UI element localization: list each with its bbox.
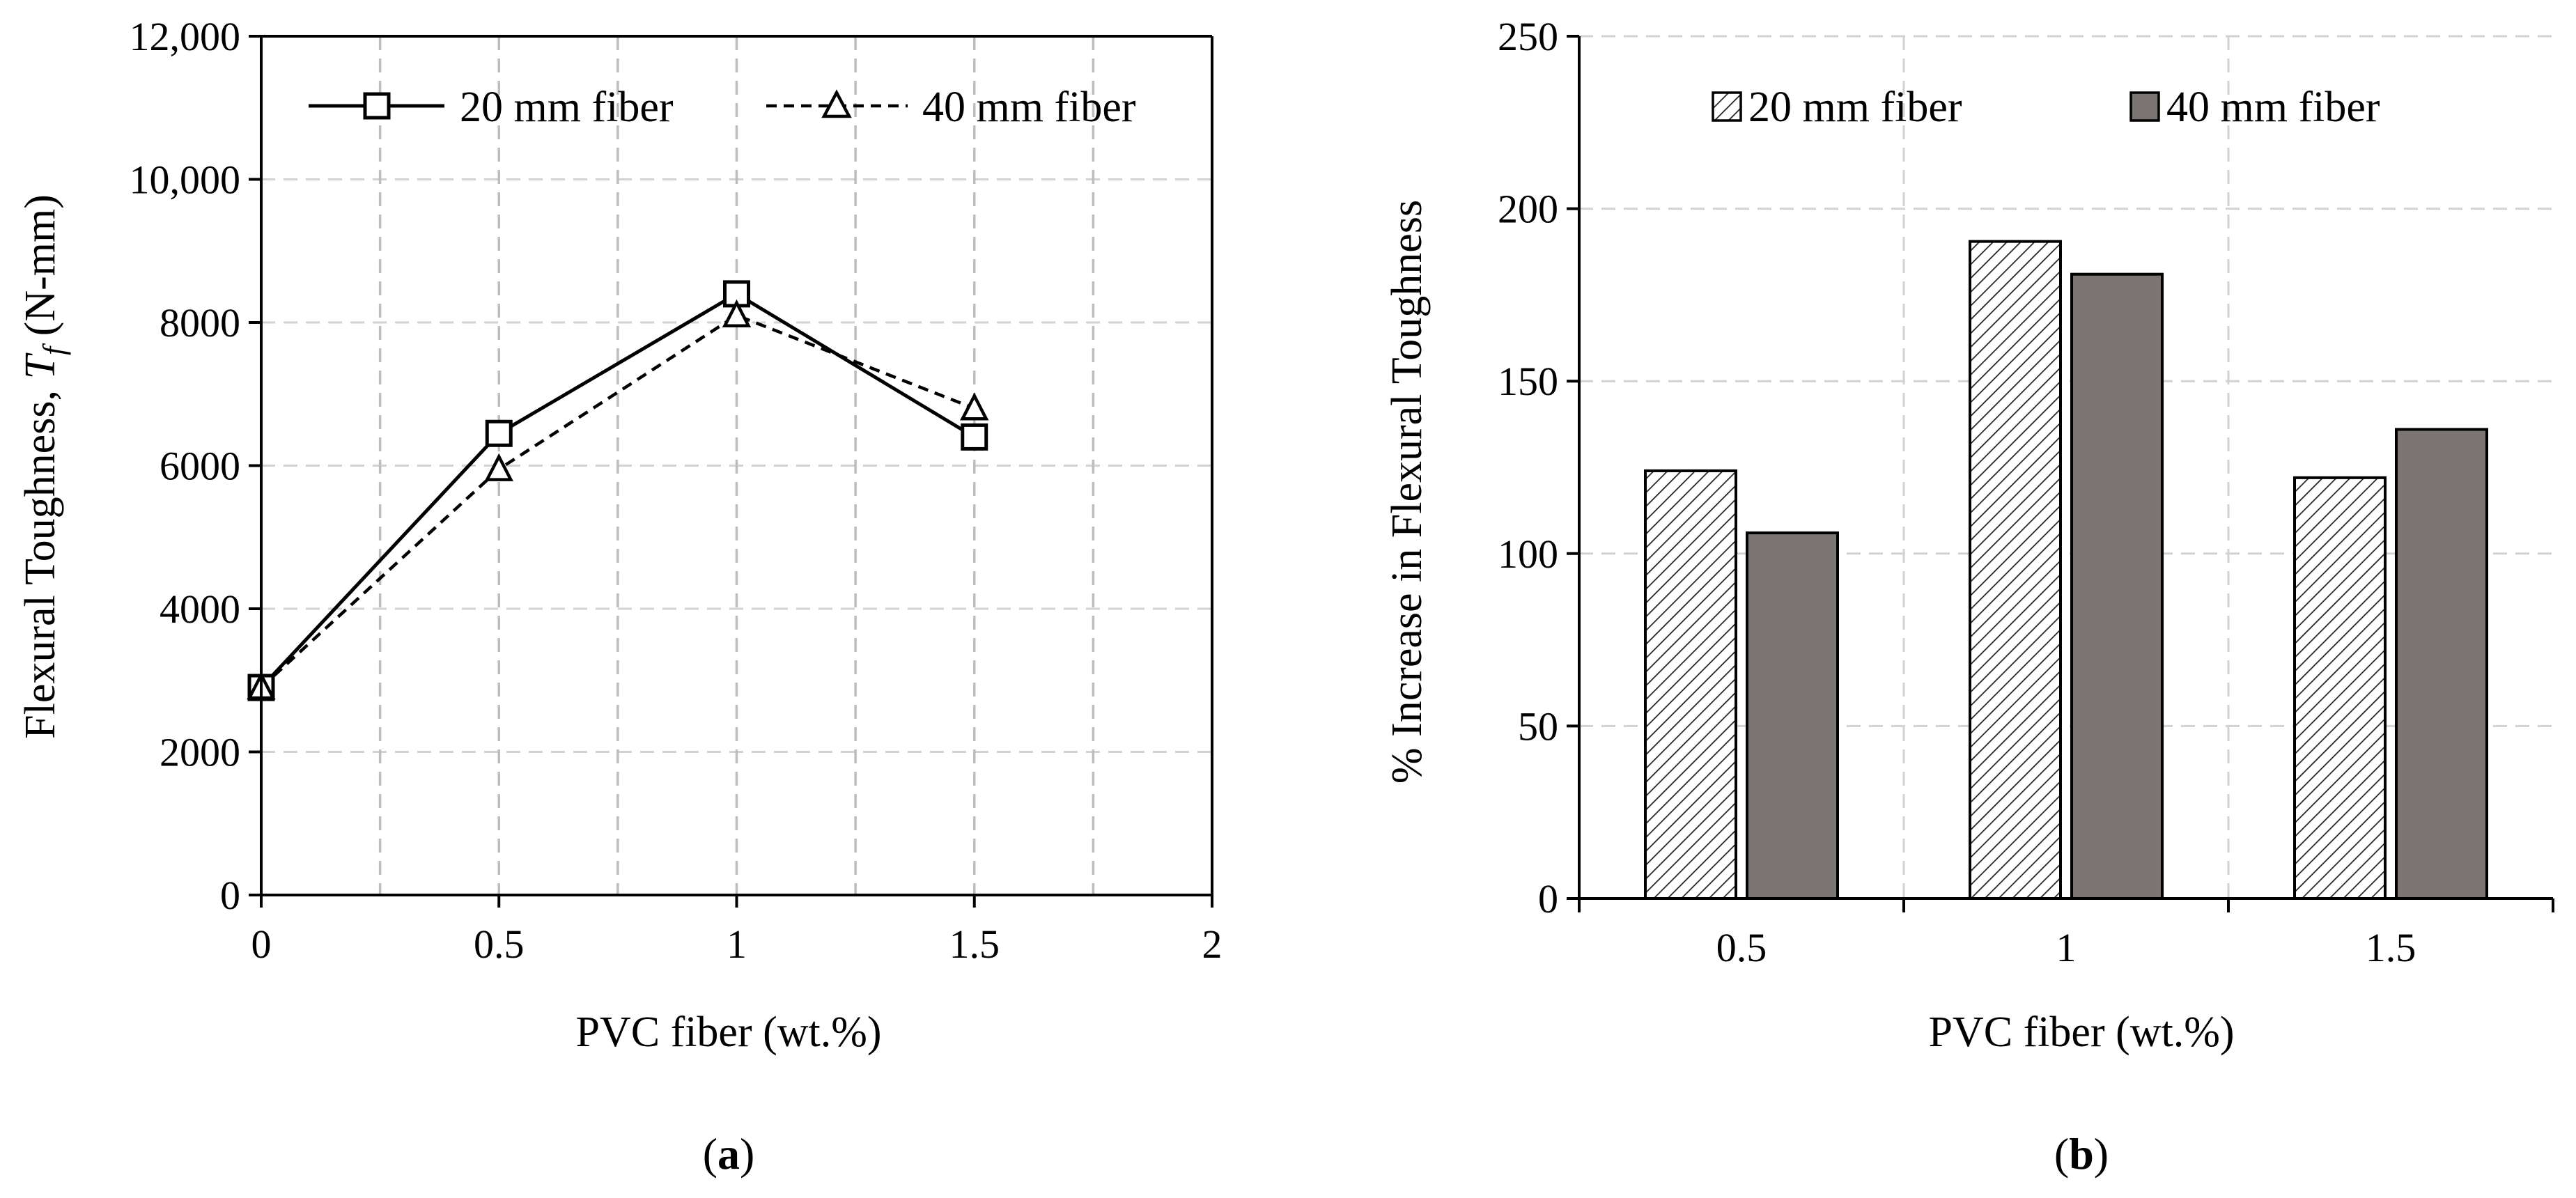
x-tick-labels: 0 0.5 1 1.5 2 xyxy=(251,921,1223,967)
y-tick-label: 2000 xyxy=(160,730,240,775)
legend: 20 mm fiber 40 mm fiber xyxy=(309,84,1136,131)
y-tick-label: 150 xyxy=(1498,359,1558,404)
y-tick-label: 50 xyxy=(1518,703,1558,749)
y-tick-label: 8000 xyxy=(160,300,240,345)
y-tick-label: 6000 xyxy=(160,444,240,489)
x-tick-label: 0.5 xyxy=(1716,925,1767,970)
legend-marker-triangle xyxy=(821,89,852,118)
y-tick-labels: 0 50 100 150 200 250 xyxy=(1498,14,1558,921)
series-line-40mm xyxy=(260,313,975,689)
axes xyxy=(249,35,1213,908)
x-tick-label: 1.5 xyxy=(949,921,1000,967)
bar-40mm-1 xyxy=(2070,272,2164,900)
bar-40mm-1.5 xyxy=(2395,428,2488,900)
x-axis-title: PVC fiber (wt.%) xyxy=(1928,1009,2234,1056)
legend-label-20mm: 20 mm fiber xyxy=(460,84,674,131)
data-point-40mm xyxy=(722,299,752,327)
data-point-20mm xyxy=(485,419,513,447)
panel-label-b: (b) xyxy=(2054,1129,2109,1178)
x-tick-labels: 0.5 1 1.5 xyxy=(1716,925,2416,970)
y-tick-label: 10,000 xyxy=(130,157,241,203)
legend-label-40mm: 40 mm fiber xyxy=(2166,84,2380,131)
y-axis-title: Flexural Toughness, Tf (N-mm) xyxy=(17,194,71,739)
legend-marker-square xyxy=(363,92,391,120)
y-tick-label: 12,000 xyxy=(130,14,241,59)
bars-layer xyxy=(1644,240,2488,901)
bar-40mm-0.5 xyxy=(1746,531,1839,900)
y-tick-labels: 0 2000 4000 6000 8000 10,000 12,000 xyxy=(130,14,241,918)
series-layer xyxy=(247,280,989,701)
legend-swatch-hatched xyxy=(1712,91,1742,122)
bar-20mm-0.5 xyxy=(1644,469,1737,900)
x-tick-label: 1 xyxy=(2056,925,2077,970)
gridlines xyxy=(1579,35,2553,898)
data-point-40mm xyxy=(484,453,513,481)
x-tick-label: 0 xyxy=(251,921,272,967)
x-axis-title: PVC fiber (wt.%) xyxy=(575,1009,881,1056)
data-point-20mm xyxy=(961,423,988,451)
y-tick-label: 250 xyxy=(1498,14,1558,59)
legend-label-40mm: 40 mm fiber xyxy=(922,84,1136,131)
panel-label-a: (a) xyxy=(703,1129,755,1178)
series-line-20mm xyxy=(260,291,976,689)
legend-swatch-solid xyxy=(2129,91,2160,122)
x-tick-label: 0.5 xyxy=(474,921,525,967)
x-tick-label: 1.5 xyxy=(2366,925,2416,970)
y-tick-label: 0 xyxy=(1538,876,1558,921)
bar-20mm-1.5 xyxy=(2293,476,2387,900)
y-tick-label: 200 xyxy=(1498,187,1558,232)
y-axis-title: % Increase in Flexural Toughness xyxy=(1383,200,1431,784)
gridlines xyxy=(261,35,1212,895)
y-tick-label: 0 xyxy=(220,873,240,918)
y-tick-label: 4000 xyxy=(160,586,240,632)
x-tick-label: 2 xyxy=(1202,921,1223,967)
bar-20mm-1 xyxy=(1969,240,2062,901)
legend: 20 mm fiber 40 mm fiber xyxy=(1712,84,2380,131)
data-point-40mm xyxy=(960,392,989,421)
y-tick-label: 100 xyxy=(1498,531,1558,577)
bar-chart-panel: 0 50 100 150 200 250 0.5 1 1.5 % Increase in Fl… xyxy=(1383,14,2554,1178)
legend-label-20mm: 20 mm fiber xyxy=(1748,84,1962,131)
x-tick-label: 1 xyxy=(727,921,747,967)
axes xyxy=(1567,35,2554,912)
